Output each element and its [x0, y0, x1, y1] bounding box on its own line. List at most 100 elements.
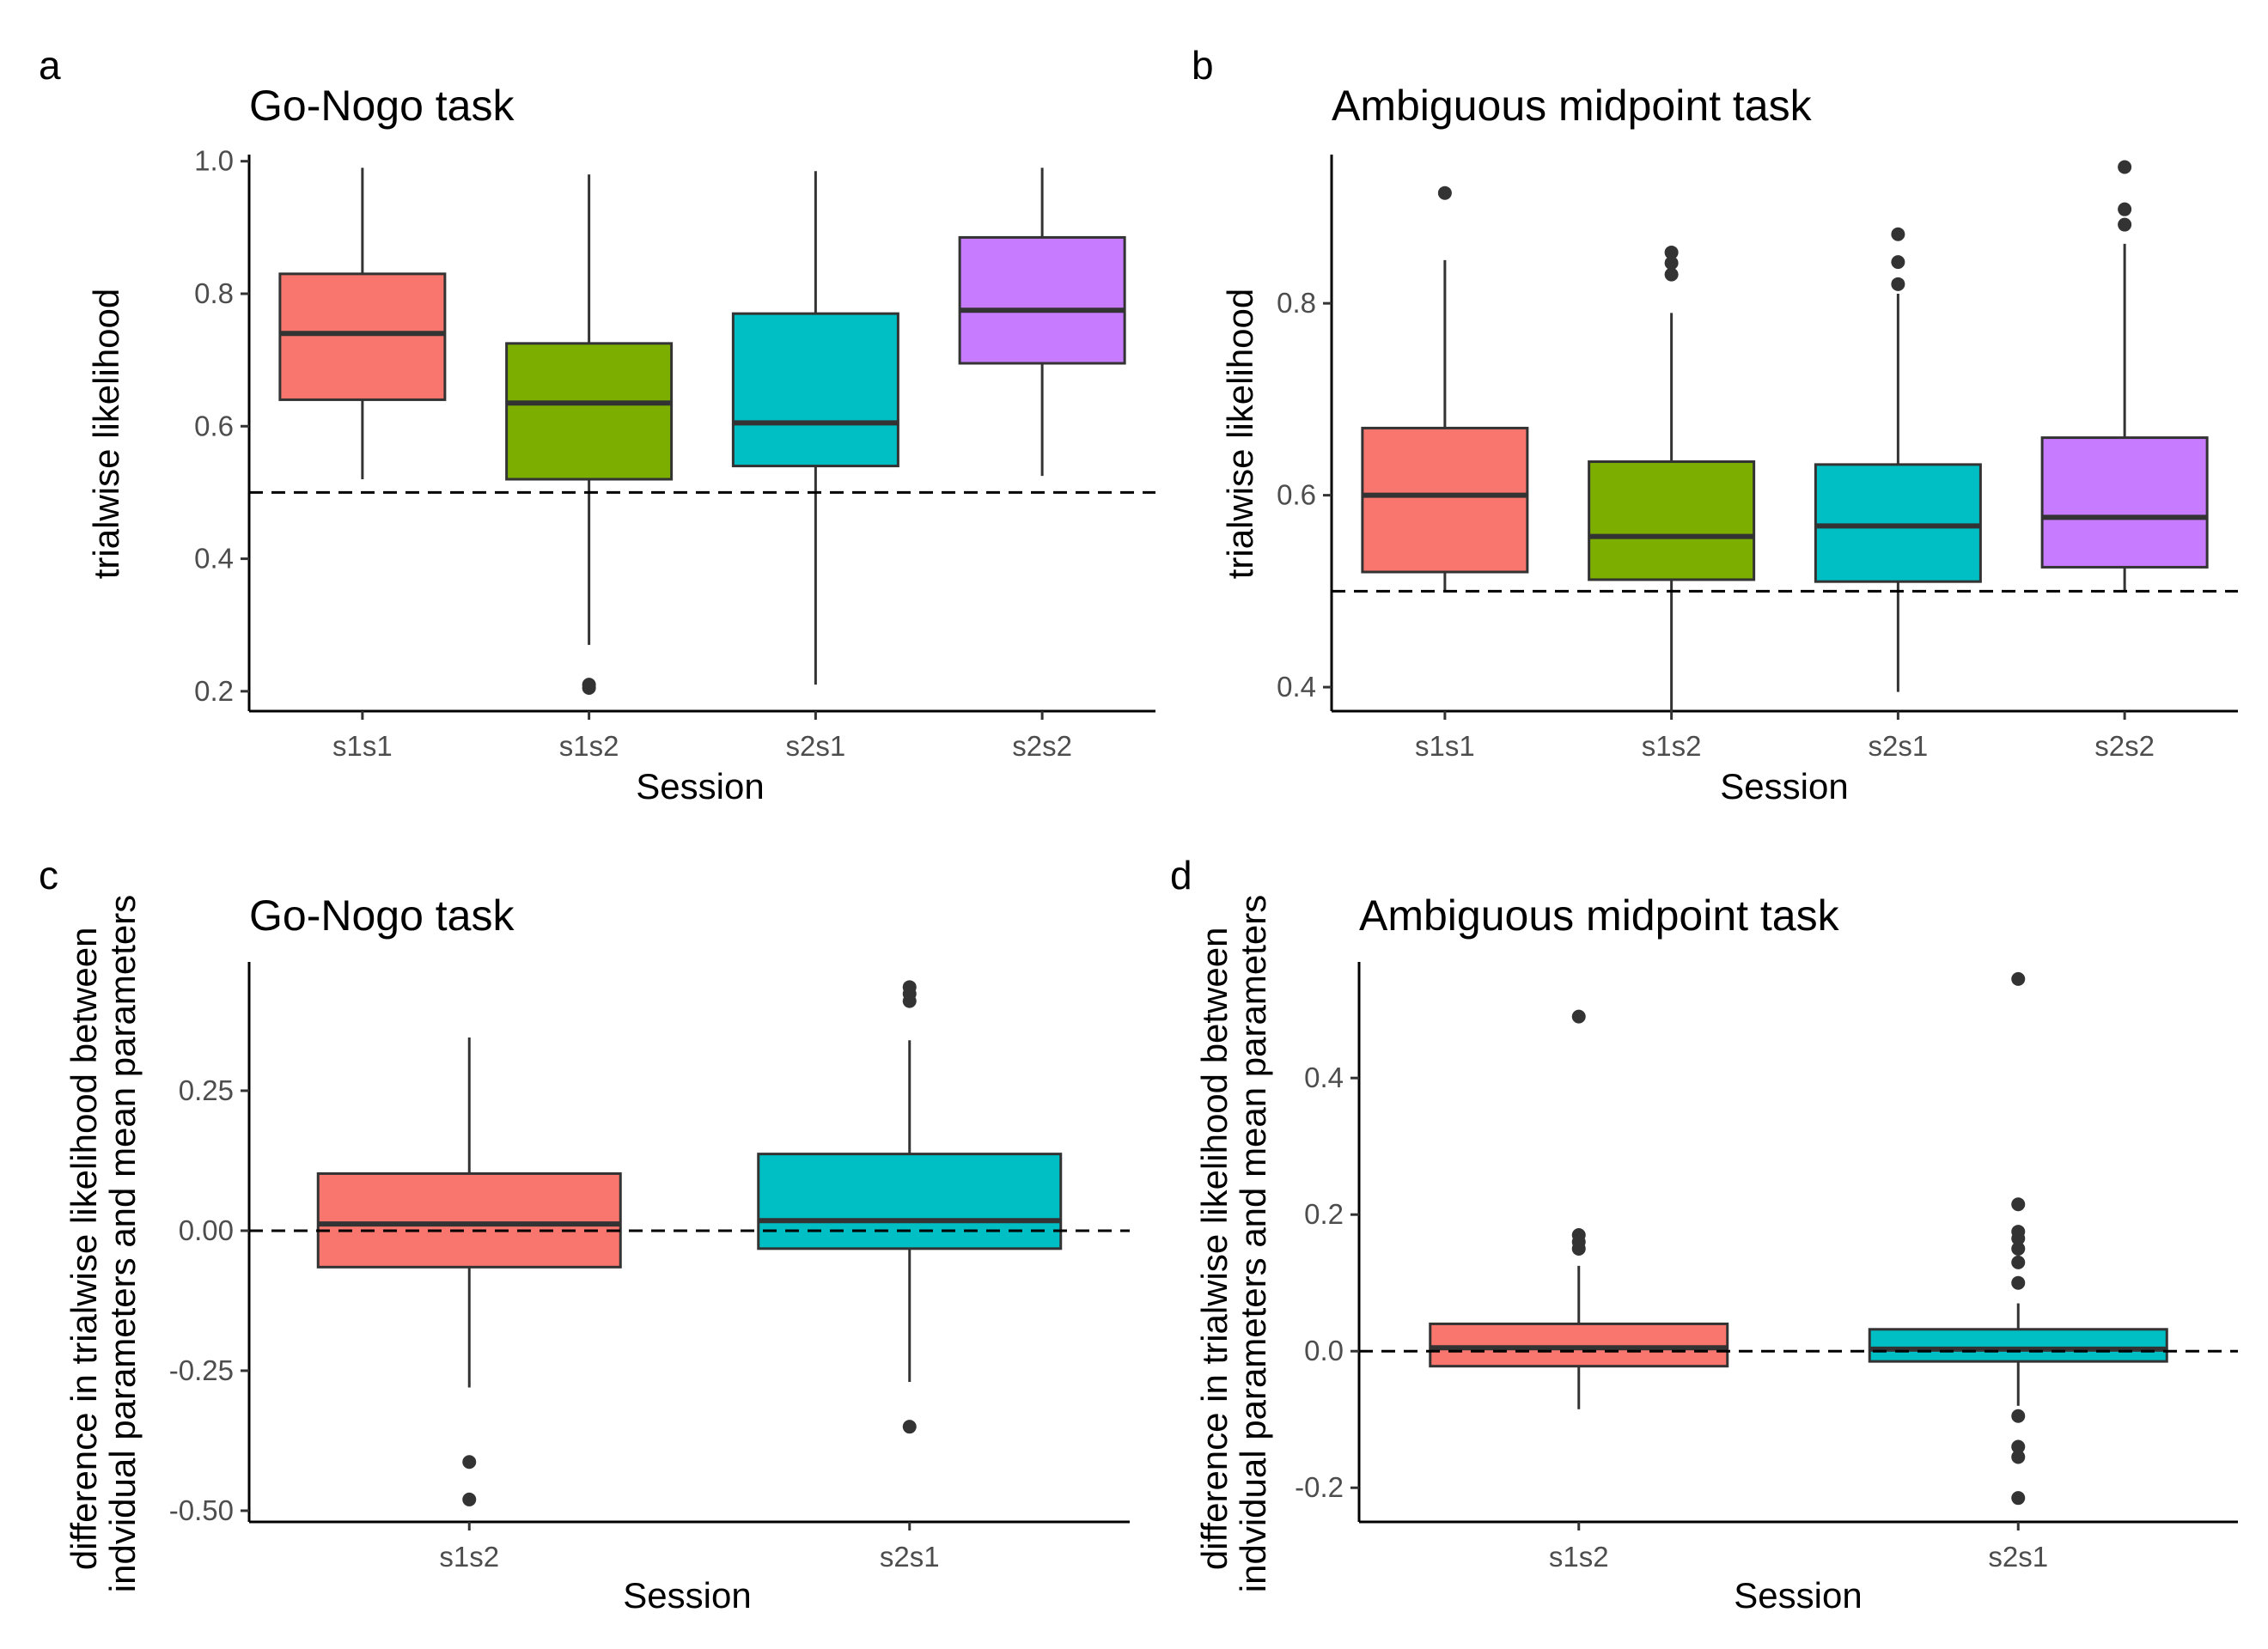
panel-b-x-tick-label: s1s1: [1415, 730, 1475, 762]
panel-c-box-s1s2: [316, 1037, 622, 1506]
panel-a-box-s1s1: [278, 167, 447, 479]
panel-d-x-tick-label: s1s2: [1549, 1541, 1609, 1573]
panel-b-x-tick-label: s2s2: [2094, 730, 2155, 762]
panel-d-y-tick-label: 0.2: [1304, 1198, 1344, 1230]
panel-b-title: Ambiguous midpoint task: [1332, 82, 1813, 130]
panel-c-letter: c: [39, 853, 58, 898]
panel-c-box-body: [316, 1171, 622, 1269]
panel-c-plot: -0.50 -0.25 0.00 0.25 s1s2 s2s1: [169, 962, 1130, 1573]
panel-d-outlier-point: [2011, 1255, 2026, 1269]
panel-a-letter: a: [39, 43, 61, 88]
panel-b-letter: b: [1192, 43, 1214, 88]
panel-b-box-s2s1: [1814, 227, 1982, 692]
panel-a-y-tick-label: 0.6: [194, 410, 234, 441]
panel-a-box-s2s1: [731, 171, 899, 685]
panel-b-box-s2s2: [2040, 160, 2209, 592]
panel-d-box-body: [1868, 1328, 2168, 1363]
panel-a-x-tick-label: s2s2: [1012, 730, 1072, 762]
panel-a-y-tick-label: 0.2: [194, 675, 234, 707]
panel-a-x-tick-label: s2s1: [786, 730, 846, 762]
panel-a-x-tick-label: s1s1: [332, 730, 393, 762]
panel-c-y-axis-title: difference in trialwise likelihood betwe…: [64, 895, 143, 1592]
panel-c-x-axis-title: Session: [623, 1575, 751, 1616]
panel-d-outlier-point: [2011, 1450, 2026, 1464]
panel-d-x-axis-title: Session: [1734, 1575, 1862, 1616]
panel-a-y-axis-title: trialwise likelihood: [86, 289, 126, 579]
panel-a-y-axis-title-line1: trialwise likelihood: [86, 289, 126, 579]
panel-a-outlier-point: [582, 678, 596, 692]
panel-a-y-tick-label: 0.4: [194, 543, 234, 575]
panel-c-y-tick-label: -0.25: [169, 1354, 234, 1386]
panel-c-outlier-point: [462, 1492, 477, 1506]
panel-b-outlier-point: [1664, 245, 1679, 259]
panel-b-outlier-point: [1891, 255, 1905, 270]
panel-b-outlier-point: [1664, 267, 1679, 282]
panel-b-outlier-point: [2118, 160, 2132, 174]
panel-c-x-tick-label: s2s1: [880, 1541, 940, 1573]
panel-d-y-tick-label: 0.4: [1304, 1062, 1344, 1093]
panel-d-box-s2s1: [1868, 971, 2168, 1506]
panel-b-outlier-point: [1891, 227, 1905, 241]
panel-a-y-tick-label: 1.0: [194, 145, 234, 177]
panel-d-outlier-point: [2011, 971, 2026, 986]
panel-b-y-tick-label: 0.6: [1277, 479, 1316, 511]
panel-b-outlier-point: [2118, 217, 2132, 232]
panel-c-outlier-point: [462, 1455, 477, 1469]
panel-b-box-s1s2: [1588, 245, 1756, 711]
panel-a-box-s1s2: [505, 174, 674, 695]
panel-d-y-axis-title-line1: difference in trialwise likelihood betwe…: [1194, 928, 1235, 1571]
panel-a-plot: 0.2 0.4 0.6 0.8 1.0 s1s1 s1s2 s2s1 s2s2: [194, 145, 1155, 762]
panel-d-box-body: [1429, 1322, 1729, 1368]
panel-a-box-body: [731, 312, 899, 468]
panel-b-y-axis-title: trialwise likelihood: [1220, 289, 1260, 579]
panel-c-x-tick-label: s1s2: [439, 1541, 499, 1573]
panel-c-y-tick-label: -0.50: [169, 1494, 234, 1526]
panel-b-outlier-point: [1437, 186, 1452, 200]
panel-a-title: Go-Nogo task: [249, 82, 515, 130]
panel-d-outlier-point: [2011, 1275, 2026, 1290]
panel-d-outlier-point: [2011, 1225, 2026, 1239]
panel-b: b Ambiguous midpoint task 0.4 0.6 0.8 s1s1 s…: [1192, 43, 2238, 806]
panel-d-outlier-point: [1571, 1228, 1586, 1243]
panel-d-y-axis-title: difference in trialwise likelihood betwe…: [1194, 895, 1273, 1592]
panel-d-title: Ambiguous midpoint task: [1359, 891, 1840, 940]
panel-b-box-body: [1361, 426, 1529, 574]
panel-b-y-tick-label: 0.4: [1277, 671, 1316, 703]
panel-b-box-body: [2040, 436, 2209, 569]
panel-a-box-body: [278, 272, 447, 401]
panel-b-box-s1s1: [1361, 186, 1529, 592]
panel-b-plot: 0.4 0.6 0.8 s1s1 s1s2 s2s1 s2s2: [1277, 155, 2238, 762]
panel-a-y-tick-label: 0.8: [194, 277, 234, 309]
panel-b-x-tick-label: s2s1: [1869, 730, 1929, 762]
panel-b-y-tick-label: 0.8: [1277, 287, 1316, 319]
panel-c: c Go-Nogo task -0.50 -0.25 0.00 0.25 s1s2 s2s…: [39, 853, 1130, 1616]
panel-b-x-axis-title: Session: [1720, 766, 1848, 806]
panel-b-outlier-point: [2118, 202, 2132, 216]
panel-c-y-tick-label: 0.25: [179, 1074, 234, 1106]
panel-a-x-axis-title: Session: [636, 766, 764, 806]
panel-d-x-tick-label: s2s1: [1988, 1541, 2048, 1573]
panel-b-y-axis-title-line1: trialwise likelihood: [1220, 289, 1260, 579]
panel-b-outlier-point: [1891, 277, 1905, 291]
panel-a-x-tick-label: s1s2: [559, 730, 619, 762]
panel-c-y-axis-title-line2: indvidual parameters and mean parameters: [102, 895, 143, 1592]
panel-d-y-tick-label: -0.2: [1295, 1471, 1344, 1503]
panel-c-y-axis-title-line1: difference in trialwise likelihood betwe…: [64, 928, 104, 1571]
panel-d-outlier-point: [2011, 1409, 2026, 1423]
panel-d-outlier-point: [2011, 1439, 2026, 1454]
panel-d: d Ambiguous midpoint task -0.2 0.0 0.2 0.4 s…: [1170, 853, 2238, 1616]
panel-d-plot: -0.2 0.0 0.2 0.4 s1s2 s2s1: [1295, 962, 2238, 1573]
panel-c-outlier-point: [902, 1420, 917, 1434]
panel-d-letter: d: [1170, 853, 1192, 898]
panel-c-box-body: [757, 1153, 1063, 1250]
panel-d-outlier-point: [2011, 1197, 2026, 1212]
panel-c-y-tick-label: 0.00: [179, 1214, 234, 1246]
panel-c-outlier-point: [902, 980, 917, 995]
panel-d-outlier-point: [2011, 1491, 2026, 1506]
panel-b-x-tick-label: s1s2: [1642, 730, 1702, 762]
panel-d-outlier-point: [2011, 1241, 2026, 1256]
panel-c-box-s2s1: [757, 980, 1063, 1434]
panel-b-box-body: [1588, 460, 1756, 581]
panel-d-box-s1s2: [1429, 1009, 1729, 1409]
panel-b-outlier-point: [1664, 256, 1679, 271]
